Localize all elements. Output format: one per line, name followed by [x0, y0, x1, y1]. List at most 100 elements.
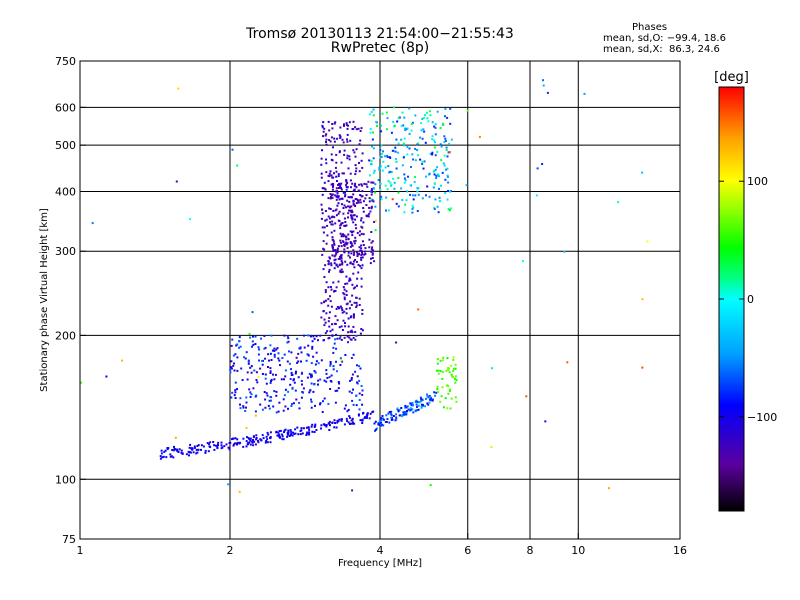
data-point — [361, 166, 364, 169]
data-point — [379, 149, 382, 151]
data-point — [428, 110, 431, 113]
data-point — [349, 245, 352, 248]
data-point — [428, 401, 431, 404]
data-point — [346, 186, 349, 189]
data-point — [366, 414, 369, 416]
data-point — [349, 172, 352, 175]
data-point — [336, 421, 339, 424]
data-point — [544, 420, 547, 423]
data-point — [436, 166, 439, 169]
data-point — [370, 189, 373, 192]
data-point — [265, 440, 268, 442]
data-point — [343, 224, 346, 227]
data-point — [332, 240, 335, 243]
data-point — [352, 200, 355, 203]
data-point — [354, 236, 357, 239]
data-point — [351, 262, 354, 265]
data-point — [366, 415, 368, 418]
data-point — [235, 442, 238, 445]
data-point — [439, 359, 442, 362]
data-point — [335, 333, 337, 336]
data-point — [355, 215, 358, 218]
data-point — [352, 202, 355, 205]
data-point — [297, 360, 300, 363]
data-point — [299, 430, 302, 432]
data-point — [444, 115, 446, 118]
data-point — [370, 231, 373, 233]
data-point — [390, 171, 393, 173]
data-point — [372, 108, 375, 111]
data-point — [404, 129, 407, 132]
data-point — [273, 355, 276, 358]
data-point — [371, 240, 374, 243]
data-point — [269, 396, 272, 398]
data-point — [242, 437, 245, 440]
data-point — [361, 190, 364, 193]
data-point — [180, 451, 183, 454]
x-tick-label: 1 — [77, 544, 84, 557]
data-point — [269, 352, 272, 355]
data-point — [105, 375, 108, 378]
data-point — [386, 117, 389, 120]
data-point — [252, 343, 255, 346]
data-point — [325, 138, 328, 141]
data-point — [406, 127, 409, 130]
data-point — [332, 281, 335, 284]
data-point — [420, 398, 423, 401]
data-point — [200, 444, 203, 447]
data-point — [361, 256, 364, 259]
data-point — [269, 372, 272, 374]
data-point — [444, 137, 447, 140]
data-point — [407, 175, 409, 178]
data-point — [365, 417, 368, 419]
data-point — [403, 411, 406, 414]
data-point — [303, 346, 306, 349]
data-point — [361, 184, 364, 187]
data-point — [243, 356, 245, 359]
data-point — [379, 188, 382, 191]
data-point — [264, 406, 267, 409]
data-point — [273, 347, 276, 350]
data-point — [374, 428, 377, 431]
data-point — [323, 397, 326, 400]
data-point — [377, 423, 380, 426]
data-point — [345, 417, 348, 420]
x-axis-label: Frequency [MHz] — [337, 558, 423, 569]
data-point — [361, 251, 363, 254]
data-point — [239, 397, 242, 400]
data-point — [270, 359, 273, 361]
data-point — [329, 388, 332, 390]
data-point — [245, 401, 248, 404]
data-point — [346, 157, 349, 160]
data-point — [257, 441, 260, 444]
data-point — [309, 389, 312, 392]
colorbar-label: [deg] — [714, 70, 749, 85]
data-point — [374, 429, 376, 432]
data-point — [169, 453, 172, 456]
data-point — [333, 426, 336, 429]
data-point — [434, 154, 437, 157]
data-point — [380, 195, 383, 198]
data-point — [434, 394, 437, 397]
data-point — [209, 446, 212, 448]
data-point — [334, 166, 337, 169]
data-point — [352, 316, 355, 319]
data-point — [247, 360, 250, 363]
data-point — [542, 84, 545, 87]
data-point — [326, 234, 329, 237]
data-point — [258, 348, 261, 351]
data-point — [280, 378, 283, 381]
data-point — [293, 378, 295, 381]
data-point — [341, 261, 344, 264]
data-point — [258, 359, 260, 362]
data-point — [359, 194, 362, 196]
data-point — [232, 444, 235, 447]
data-point — [362, 233, 365, 236]
data-point — [333, 259, 336, 262]
data-point — [275, 411, 278, 414]
data-point — [383, 418, 385, 421]
data-point — [291, 403, 293, 405]
data-point — [257, 346, 260, 349]
data-point — [406, 190, 409, 193]
data-point — [393, 187, 396, 190]
